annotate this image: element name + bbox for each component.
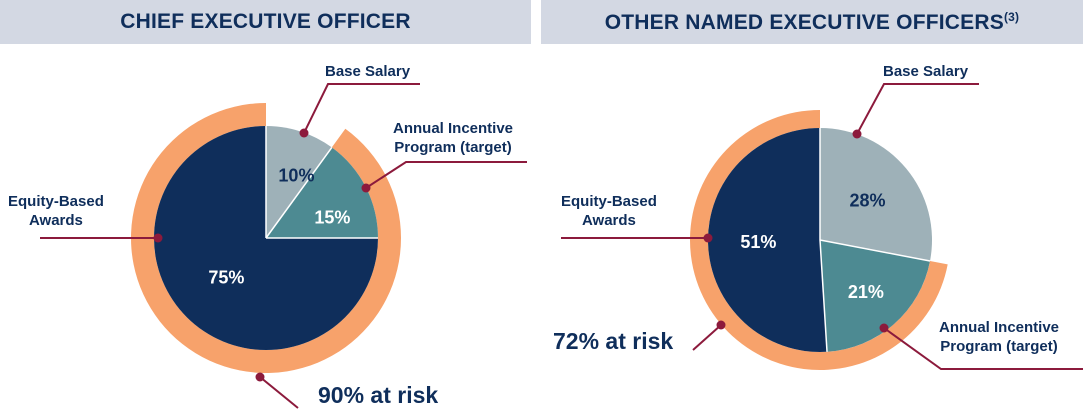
ceo-slice-annual-incentive-program-target xyxy=(266,147,378,238)
neo-slice-annual-incentive-program-target xyxy=(820,240,931,352)
neo-pct-label-annual-incentive-program-target: 21% xyxy=(848,282,884,302)
neo-slice-divider-1 xyxy=(819,239,931,262)
neo-leader-dot-3 xyxy=(716,320,726,330)
ceo-pct-label-base-salary: 10% xyxy=(278,166,314,186)
neo-chart-title: OTHER NAMED EXECUTIVE OFFICERS(3) xyxy=(605,10,1019,35)
neo-slice-divider-2 xyxy=(819,239,828,352)
ceo-base-salary-label: Base Salary xyxy=(325,63,411,80)
neo-leader-line-1 xyxy=(883,327,1083,370)
ceo-annual-incentive-label-line2: Program (target) xyxy=(394,139,512,156)
ceo-panel: CHIEF EXECUTIVE OFFICER 10% 15% 75% Base S… xyxy=(0,0,531,411)
neo-annual-incentive-label: Annual Incentive Program (target) xyxy=(939,318,1059,356)
ceo-header: CHIEF EXECUTIVE OFFICER xyxy=(0,0,531,44)
ceo-equity-label-line2: Awards xyxy=(28,212,83,229)
neo-equity-label: Equity-Based Awards xyxy=(561,192,657,230)
ceo-annual-incentive-label-line1: Annual Incentive xyxy=(393,120,514,137)
neo-leader-dot-2 xyxy=(703,233,713,243)
ceo-leader-line-0 xyxy=(303,83,420,134)
ceo-equity-label-line1: Equity-Based xyxy=(8,193,104,210)
ceo-pct-label-equity-based-awards: 75% xyxy=(208,268,244,288)
ceo-pie-chart: 10% 15% 75% xyxy=(40,83,527,409)
neo-chart-title-text: OTHER NAMED EXECUTIVE OFFICERS xyxy=(604,10,1004,34)
neo-equity-label-line1: Equity-Based xyxy=(561,193,657,210)
neo-at-risk-label: 72% at risk xyxy=(553,328,674,354)
neo-annual-incentive-label-line2: Program (target) xyxy=(940,338,1058,355)
ceo-at-risk-label: 90% at risk xyxy=(318,382,439,408)
neo-title-footnote: (3) xyxy=(1003,9,1020,24)
ceo-leader-dot-3 xyxy=(255,372,265,382)
neo-pct-label-base-salary: 28% xyxy=(849,191,885,211)
neo-leader-dot-1 xyxy=(879,323,889,333)
neo-equity-label-line2: Awards xyxy=(581,212,636,229)
ceo-slice-base-salary xyxy=(266,126,332,238)
neo-pie-chart: 28% 21% 51% xyxy=(561,83,1083,370)
ceo-leader-line-3 xyxy=(259,376,299,409)
neo-leader-dot-0 xyxy=(852,129,862,139)
ceo-chart-title: CHIEF EXECUTIVE OFFICER xyxy=(120,10,411,33)
ceo-slice-divider-1 xyxy=(265,146,333,239)
neo-panel: OTHER NAMED EXECUTIVE OFFICERS(3) 28% 21%… xyxy=(541,0,1083,411)
neo-leader-line-0 xyxy=(856,83,979,135)
ceo-leader-line-1 xyxy=(365,161,527,189)
neo-base-salary-label: Base Salary xyxy=(883,63,969,80)
ceo-leader-dot-1 xyxy=(361,183,371,193)
neo-pct-label-equity-based-awards: 51% xyxy=(740,232,776,252)
neo-header: OTHER NAMED EXECUTIVE OFFICERS(3) xyxy=(541,0,1083,44)
neo-slice-equity-based-awards xyxy=(708,128,828,352)
ceo-leader-dot-0 xyxy=(299,128,309,138)
neo-slice-base-salary xyxy=(820,128,932,261)
neo-leader-line-3 xyxy=(692,324,722,351)
neo-annual-incentive-label-line1: Annual Incentive xyxy=(939,319,1060,336)
ceo-equity-label: Equity-Based Awards xyxy=(8,192,104,230)
ceo-annual-incentive-label: Annual Incentive Program (target) xyxy=(393,119,513,157)
ceo-leader-dot-2 xyxy=(153,233,163,243)
ceo-pct-label-annual-incentive-program-target: 15% xyxy=(314,208,350,228)
